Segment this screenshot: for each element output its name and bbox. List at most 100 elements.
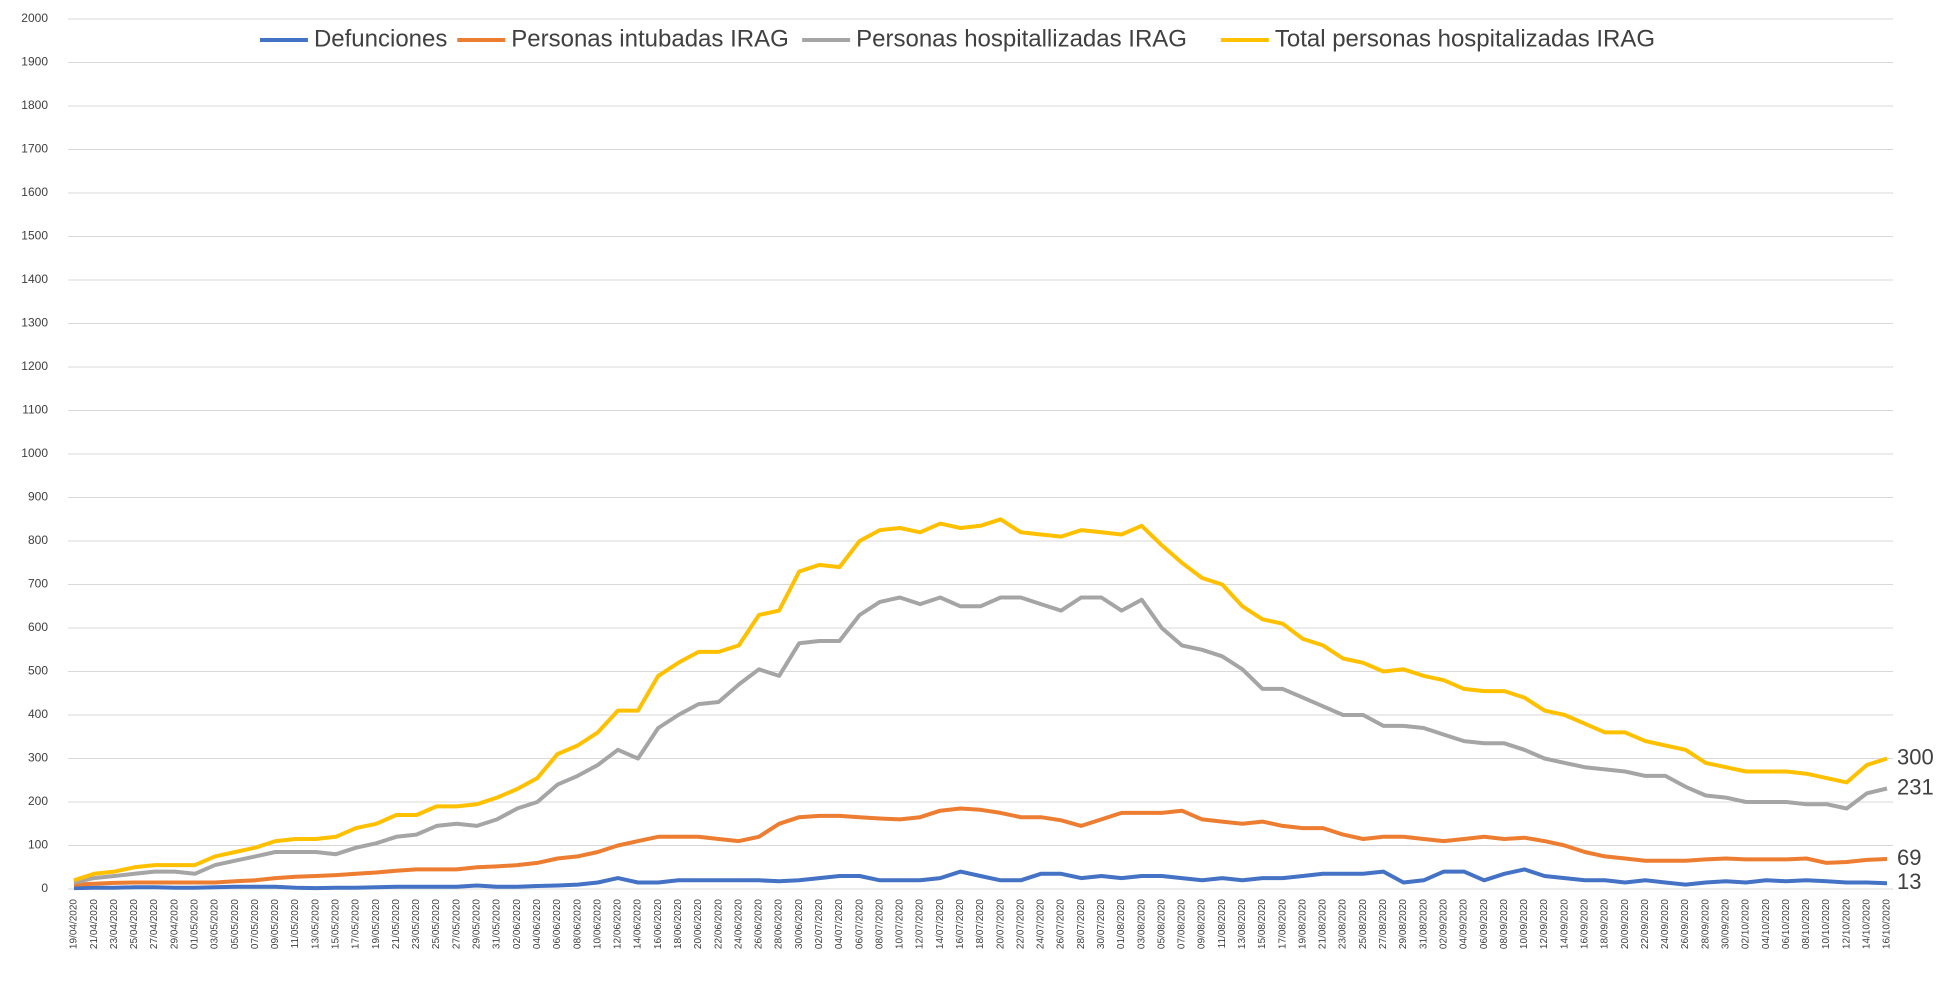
end-value-label: 231 (1897, 774, 1934, 799)
x-tick-label: 14/09/2020 (1559, 899, 1570, 949)
x-tick-label: 19/05/2020 (371, 899, 382, 949)
y-tick-label: 1100 (22, 403, 48, 417)
x-tick-label: 03/08/2020 (1136, 899, 1147, 949)
x-tick-label: 29/05/2020 (472, 899, 483, 949)
x-tick-label: 14/10/2020 (1861, 899, 1872, 949)
x-tick-label: 23/08/2020 (1338, 899, 1349, 949)
y-tick-label: 400 (28, 707, 48, 721)
y-tick-label: 2000 (21, 11, 48, 25)
x-tick-label: 06/10/2020 (1781, 899, 1792, 949)
x-tick-label: 24/07/2020 (1036, 899, 1047, 949)
x-tick-label: 02/07/2020 (814, 899, 825, 949)
x-tick-label: 06/09/2020 (1479, 899, 1490, 949)
x-tick-label: 15/05/2020 (331, 899, 342, 949)
legend-label: Personas intubadas IRAG (511, 25, 789, 52)
x-tick-label: 18/09/2020 (1600, 899, 1611, 949)
x-tick-label: 25/08/2020 (1358, 899, 1369, 949)
legend-label: Total personas hospitalizadas IRAG (1275, 25, 1655, 52)
y-tick-label: 100 (28, 838, 48, 852)
end-value-label: 69 (1897, 845, 1921, 870)
x-tick-label: 30/06/2020 (794, 899, 805, 949)
x-tick-label: 18/07/2020 (975, 899, 986, 949)
x-tick-label: 03/05/2020 (210, 899, 221, 949)
x-tick-label: 27/08/2020 (1378, 899, 1389, 949)
x-tick-label: 31/05/2020 (492, 899, 503, 949)
y-tick-label: 1900 (21, 55, 48, 69)
x-tick-label: 04/09/2020 (1459, 899, 1470, 949)
x-tick-label: 14/06/2020 (633, 899, 644, 949)
x-tick-label: 29/08/2020 (1398, 899, 1409, 949)
x-tick-label: 26/07/2020 (1056, 899, 1067, 949)
x-tick-label: 09/08/2020 (1197, 899, 1208, 949)
x-tick-label: 16/07/2020 (955, 899, 966, 949)
x-tick-label: 19/08/2020 (1297, 899, 1308, 949)
end-value-label: 13 (1897, 869, 1921, 894)
x-tick-label: 04/10/2020 (1761, 899, 1772, 949)
x-tick-label: 16/09/2020 (1579, 899, 1590, 949)
x-tick-label: 10/07/2020 (895, 899, 906, 949)
x-tick-label: 05/08/2020 (1156, 899, 1167, 949)
x-tick-label: 11/08/2020 (1217, 899, 1228, 949)
y-tick-label: 1400 (21, 272, 48, 286)
x-tick-label: 02/10/2020 (1741, 899, 1752, 949)
y-tick-label: 1000 (21, 446, 48, 460)
x-tick-label: 24/09/2020 (1660, 899, 1671, 949)
series-line (73, 595, 1888, 885)
y-tick-label: 1300 (21, 316, 48, 330)
y-tick-label: 1700 (21, 142, 48, 156)
x-tick-label: 11/05/2020 (290, 899, 301, 949)
x-tick-label: 28/09/2020 (1700, 899, 1711, 949)
x-tick-label: 04/07/2020 (834, 899, 845, 949)
x-tick-label: 17/05/2020 (351, 899, 362, 949)
y-tick-label: 1500 (21, 229, 48, 243)
x-tick-label: 21/05/2020 (391, 899, 402, 949)
x-tick-label: 16/06/2020 (653, 899, 664, 949)
x-tick-label: 19/04/2020 (69, 899, 80, 949)
x-tick-label: 10/10/2020 (1821, 899, 1832, 949)
series-line (73, 517, 1888, 883)
x-tick-label: 10/06/2020 (592, 899, 603, 949)
x-tick-label: 08/09/2020 (1499, 899, 1510, 949)
x-tick-label: 07/08/2020 (1177, 899, 1188, 949)
x-tick-label: 28/06/2020 (774, 899, 785, 949)
x-tick-label: 07/05/2020 (250, 899, 261, 949)
x-tick-label: 02/09/2020 (1438, 899, 1449, 949)
x-tick-label: 02/06/2020 (512, 899, 523, 949)
end-value-label: 300 (1897, 744, 1934, 769)
x-tick-label: 22/07/2020 (1015, 899, 1026, 949)
y-tick-label: 1800 (21, 98, 48, 112)
x-tick-label: 12/10/2020 (1841, 899, 1852, 949)
x-tick-label: 09/05/2020 (270, 899, 281, 949)
x-tick-label: 16/10/2020 (1882, 899, 1893, 949)
x-tick-label: 26/09/2020 (1680, 899, 1691, 949)
x-tick-label: 30/07/2020 (1096, 899, 1107, 949)
x-tick-label: 13/08/2020 (1237, 899, 1248, 949)
y-tick-label: 300 (28, 751, 48, 765)
x-tick-label: 25/05/2020 (431, 899, 442, 949)
x-tick-label: 01/08/2020 (1116, 899, 1127, 949)
x-tick-label: 20/06/2020 (693, 899, 704, 949)
y-tick-label: 900 (28, 490, 48, 504)
y-tick-label: 800 (28, 533, 48, 547)
x-tick-label: 06/06/2020 (552, 899, 563, 949)
y-tick-label: 1200 (21, 359, 48, 373)
y-tick-label: 600 (28, 620, 48, 634)
x-tick-label: 12/06/2020 (613, 899, 624, 949)
x-tick-label: 18/06/2020 (673, 899, 684, 949)
x-tick-label: 28/07/2020 (1076, 899, 1087, 949)
x-tick-label: 31/08/2020 (1418, 899, 1429, 949)
x-tick-label: 15/08/2020 (1257, 899, 1268, 949)
x-tick-label: 01/05/2020 (190, 899, 201, 949)
legend-label: Personas hospitallizadas IRAG (856, 25, 1187, 52)
x-tick-label: 30/09/2020 (1720, 899, 1731, 949)
x-tick-label: 24/06/2020 (733, 899, 744, 949)
x-tick-label: 25/04/2020 (129, 899, 140, 949)
x-tick-label: 12/09/2020 (1539, 899, 1550, 949)
series-line (73, 867, 1888, 891)
x-tick-label: 20/09/2020 (1620, 899, 1631, 949)
x-tick-label: 05/05/2020 (230, 899, 241, 949)
x-tick-label: 08/10/2020 (1801, 899, 1812, 949)
y-tick-label: 700 (28, 577, 48, 591)
x-tick-label: 06/07/2020 (854, 899, 865, 949)
